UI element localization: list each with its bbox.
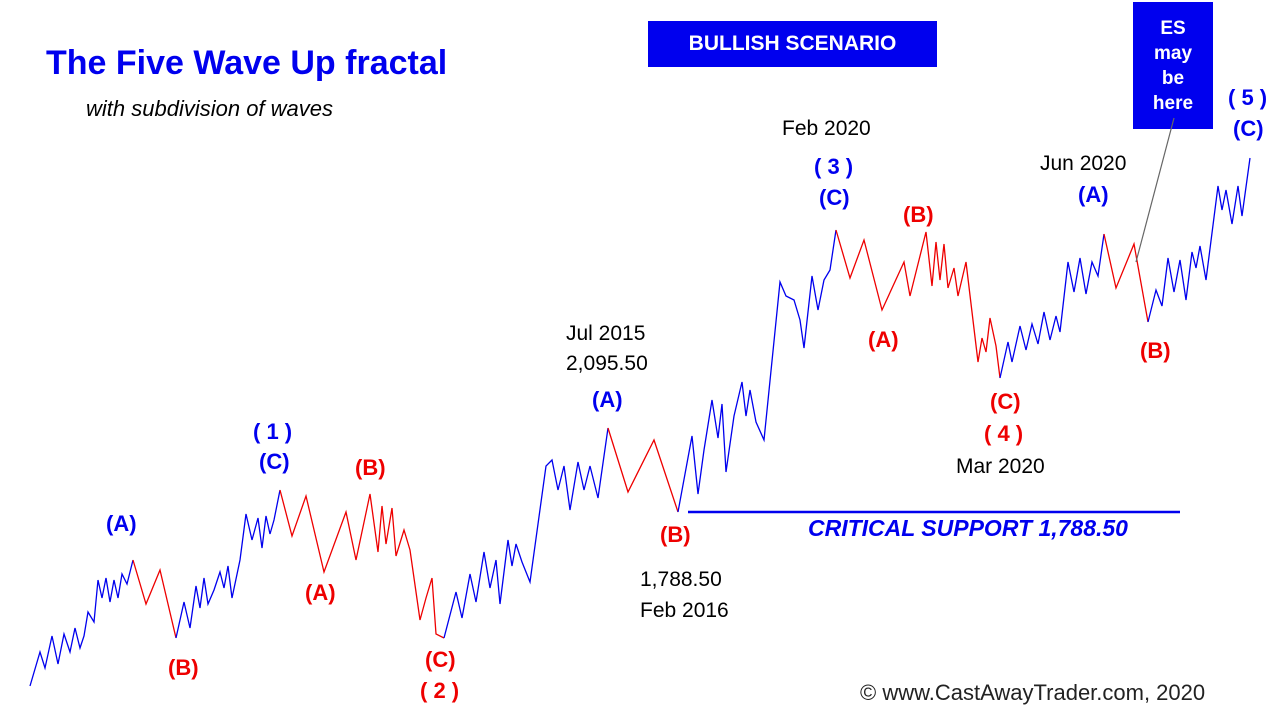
wave-3-b-path: [607, 427, 679, 513]
wave-label-2a: (A): [305, 580, 336, 605]
wave-label-3b: (B): [660, 522, 691, 547]
wave-label-2b: (B): [355, 455, 386, 480]
wave-label-1: ( 1 ): [253, 419, 293, 444]
wave-label-5c: (C): [1233, 116, 1264, 141]
wave-1-a-path: [29, 559, 134, 687]
callout-line-3: be: [1161, 67, 1185, 89]
callout-pointer: [1135, 117, 1175, 263]
chart-subtitle: with subdivision of waves: [86, 96, 334, 121]
wave-label-4b: (B): [903, 202, 934, 227]
wave-label-2: ( 2 ): [420, 678, 460, 703]
wave-5-b-path: [1103, 233, 1149, 323]
wave-5-a-path: [999, 233, 1105, 379]
wave-label-4a: (A): [868, 327, 899, 352]
wave-label-5b: (B): [1140, 338, 1171, 363]
feb2016-price: 1,788.50: [640, 568, 722, 591]
wave-label-5: ( 5 ): [1228, 85, 1268, 110]
wave-label-2c: (C): [425, 647, 456, 672]
wave-label-3: ( 3 ): [814, 154, 854, 179]
wave-3-c-path: [677, 229, 837, 513]
wave-label-4: ( 4 ): [984, 421, 1024, 446]
wave-5-c-path: [1147, 157, 1251, 323]
critical-support-label: CRITICAL SUPPORT 1,788.50: [808, 515, 1128, 541]
wave-4-path: [835, 229, 1001, 379]
copyright: © www.CastAwayTrader.com, 2020: [860, 680, 1206, 705]
mar2020-date: Mar 2020: [956, 455, 1045, 478]
wave-label-5a: (A): [1078, 182, 1109, 207]
wave-1-b-path: [132, 559, 177, 639]
jul2015-date: Jul 2015: [566, 322, 646, 345]
wave-label-3a: (A): [592, 387, 623, 412]
feb2020-date: Feb 2020: [782, 117, 871, 140]
wave-label-1c: (C): [259, 449, 290, 474]
callout-line-1: ES: [1160, 17, 1186, 39]
wave-label-1b: (B): [168, 655, 199, 680]
chart-title: The Five Wave Up fractal: [46, 44, 448, 82]
scenario-banner: BULLISH SCENARIO: [648, 21, 937, 67]
es-callout-box: ES may be here: [1133, 2, 1213, 129]
wave-1-c-path: [175, 489, 281, 639]
jun2020-date: Jun 2020: [1040, 152, 1127, 175]
wave-label-1a: (A): [106, 511, 137, 536]
feb2016-date: Feb 2016: [640, 599, 729, 622]
wave-2-path: [279, 489, 445, 639]
callout-line-4: here: [1152, 92, 1194, 114]
wave-label-4c: (C): [990, 389, 1021, 414]
callout-line-2: may: [1153, 42, 1193, 64]
wave-label-3c: (C): [819, 185, 850, 210]
wave-3-a-path: [443, 427, 609, 639]
jul2015-price: 2,095.50: [566, 352, 648, 375]
